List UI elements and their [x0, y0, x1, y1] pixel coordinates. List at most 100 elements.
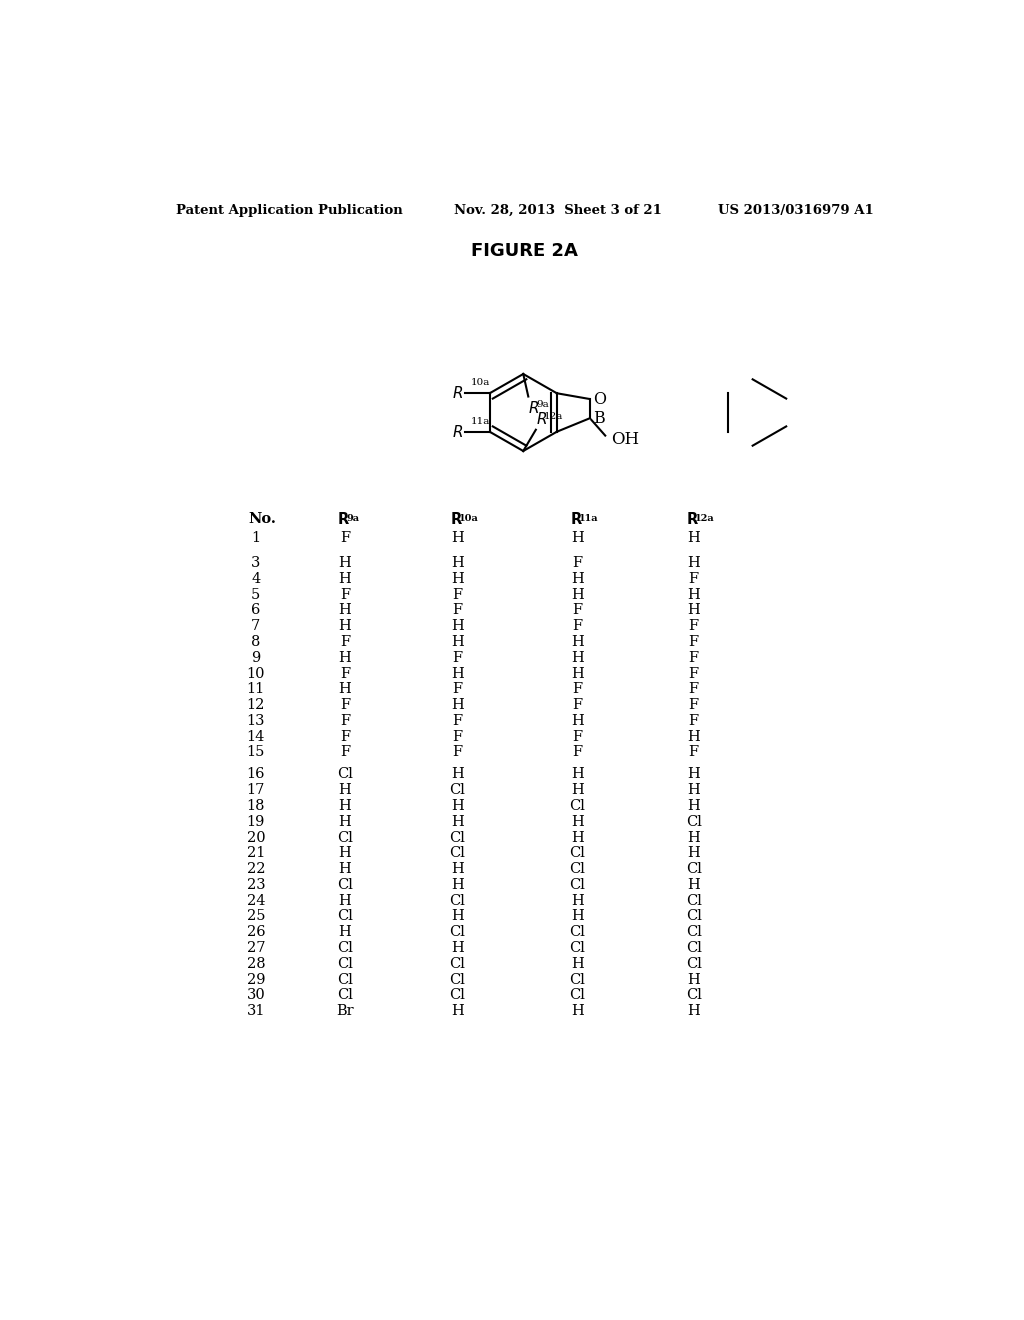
- Text: Cl: Cl: [686, 941, 701, 956]
- Text: H: H: [451, 941, 464, 956]
- Text: H: H: [339, 556, 351, 570]
- Text: F: F: [689, 746, 698, 759]
- Text: FIGURE 2A: FIGURE 2A: [471, 242, 579, 260]
- Text: 17: 17: [247, 783, 265, 797]
- Text: F: F: [340, 587, 350, 602]
- Text: H: H: [571, 894, 584, 908]
- Text: F: F: [689, 682, 698, 697]
- Text: H: H: [339, 572, 351, 586]
- Text: H: H: [571, 572, 584, 586]
- Text: 30: 30: [247, 989, 265, 1002]
- Text: H: H: [687, 830, 700, 845]
- Text: 20: 20: [247, 830, 265, 845]
- Text: H: H: [451, 767, 464, 781]
- Text: 11: 11: [247, 682, 265, 697]
- Text: H: H: [451, 878, 464, 892]
- Text: H: H: [687, 603, 700, 618]
- Text: H: H: [451, 667, 464, 681]
- Text: Cl: Cl: [450, 830, 465, 845]
- Text: 11a: 11a: [579, 515, 599, 523]
- Text: Cl: Cl: [569, 925, 586, 940]
- Text: 25: 25: [247, 909, 265, 924]
- Text: Cl: Cl: [686, 909, 701, 924]
- Text: Cl: Cl: [337, 957, 353, 970]
- Text: H: H: [451, 531, 464, 545]
- Text: H: H: [571, 783, 584, 797]
- Text: H: H: [571, 651, 584, 665]
- Text: H: H: [451, 862, 464, 876]
- Text: 9: 9: [251, 651, 260, 665]
- Text: F: F: [453, 714, 463, 727]
- Text: H: H: [687, 878, 700, 892]
- Text: 9a: 9a: [346, 515, 359, 523]
- Text: OH: OH: [610, 430, 639, 447]
- Text: F: F: [572, 746, 583, 759]
- Text: Nov. 28, 2013  Sheet 3 of 21: Nov. 28, 2013 Sheet 3 of 21: [454, 205, 662, 218]
- Text: 14: 14: [247, 730, 265, 743]
- Text: 11a: 11a: [471, 417, 490, 425]
- Text: 3: 3: [251, 556, 260, 570]
- Text: 21: 21: [247, 846, 265, 861]
- Text: F: F: [453, 682, 463, 697]
- Text: 22: 22: [247, 862, 265, 876]
- Text: 12a: 12a: [695, 515, 715, 523]
- Text: B: B: [593, 409, 604, 426]
- Text: 19: 19: [247, 814, 265, 829]
- Text: H: H: [451, 556, 464, 570]
- Text: $\mathbf{R}$: $\mathbf{R}$: [569, 511, 583, 527]
- Text: Cl: Cl: [337, 830, 353, 845]
- Text: H: H: [339, 783, 351, 797]
- Text: H: H: [339, 894, 351, 908]
- Text: F: F: [340, 635, 350, 649]
- Text: F: F: [572, 603, 583, 618]
- Text: Cl: Cl: [337, 878, 353, 892]
- Text: H: H: [451, 572, 464, 586]
- Text: Patent Application Publication: Patent Application Publication: [176, 205, 402, 218]
- Text: Cl: Cl: [569, 878, 586, 892]
- Text: H: H: [687, 799, 700, 813]
- Text: F: F: [689, 635, 698, 649]
- Text: H: H: [687, 1005, 700, 1018]
- Text: 18: 18: [247, 799, 265, 813]
- Text: Cl: Cl: [337, 909, 353, 924]
- Text: H: H: [687, 973, 700, 986]
- Text: 26: 26: [247, 925, 265, 940]
- Text: H: H: [687, 846, 700, 861]
- Text: H: H: [339, 619, 351, 634]
- Text: H: H: [339, 814, 351, 829]
- Text: H: H: [687, 783, 700, 797]
- Text: H: H: [571, 814, 584, 829]
- Text: F: F: [340, 746, 350, 759]
- Text: Cl: Cl: [569, 941, 586, 956]
- Text: Cl: Cl: [450, 846, 465, 861]
- Text: 29: 29: [247, 973, 265, 986]
- Text: Cl: Cl: [569, 989, 586, 1002]
- Text: H: H: [451, 698, 464, 711]
- Text: H: H: [339, 925, 351, 940]
- Text: F: F: [453, 651, 463, 665]
- Text: F: F: [453, 730, 463, 743]
- Text: Cl: Cl: [686, 862, 701, 876]
- Text: 23: 23: [247, 878, 265, 892]
- Text: $\mathbf{R}$: $\mathbf{R}$: [686, 511, 699, 527]
- Text: H: H: [687, 531, 700, 545]
- Text: F: F: [689, 572, 698, 586]
- Text: H: H: [571, 830, 584, 845]
- Text: 5: 5: [251, 587, 260, 602]
- Text: 31: 31: [247, 1005, 265, 1018]
- Text: 10a: 10a: [471, 378, 490, 387]
- Text: Cl: Cl: [450, 925, 465, 940]
- Text: 10: 10: [247, 667, 265, 681]
- Text: F: F: [689, 651, 698, 665]
- Text: Cl: Cl: [450, 894, 465, 908]
- Text: H: H: [451, 814, 464, 829]
- Text: 4: 4: [251, 572, 260, 586]
- Text: Cl: Cl: [450, 973, 465, 986]
- Text: Br: Br: [336, 1005, 354, 1018]
- Text: F: F: [689, 698, 698, 711]
- Text: F: F: [689, 714, 698, 727]
- Text: H: H: [451, 635, 464, 649]
- Text: Cl: Cl: [686, 925, 701, 940]
- Text: Cl: Cl: [569, 799, 586, 813]
- Text: H: H: [571, 1005, 584, 1018]
